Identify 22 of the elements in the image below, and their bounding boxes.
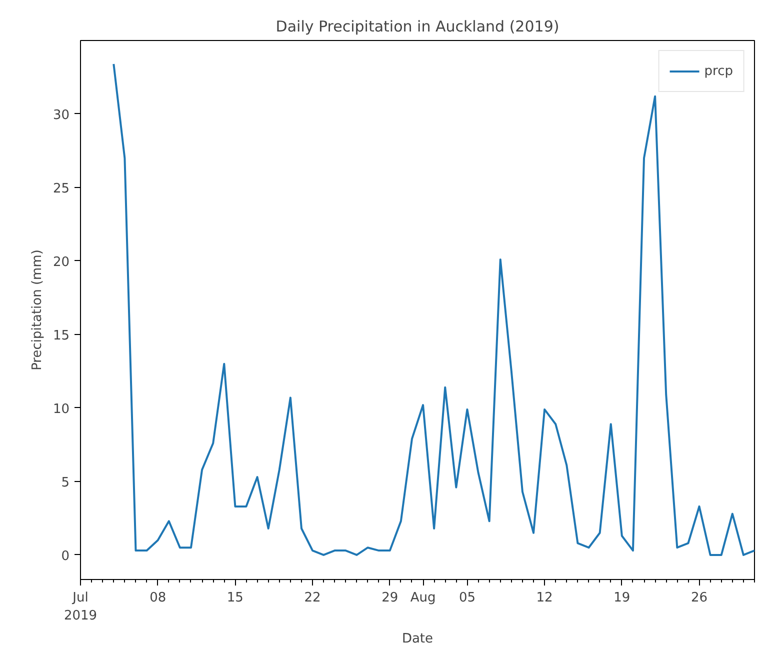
x-tick-label: 29 — [382, 590, 398, 606]
x-tick-label: 08 — [150, 590, 166, 606]
x-axis-title: Date — [402, 632, 434, 646]
y-tick-label: 0 — [61, 548, 70, 564]
y-tick-label: 5 — [61, 475, 70, 490]
x-tick-label: 22 — [304, 590, 321, 606]
x-tick-label: 05 — [458, 590, 476, 606]
y-tick-label: 10 — [52, 402, 70, 417]
y-tick-label: 20 — [52, 254, 70, 270]
x-tick-label: Aug — [410, 590, 436, 606]
y-tick-label: 15 — [52, 328, 70, 344]
y-tick-label: 30 — [52, 108, 70, 123]
x-tick-label: 26 — [690, 590, 708, 606]
legend-label: prcp — [704, 64, 733, 78]
y-tick-label: 25 — [52, 181, 70, 196]
x-tick-label: 19 — [614, 590, 630, 606]
x-tick-label: Jul 2019 — [64, 590, 98, 624]
x-tick-label: 15 — [226, 590, 244, 606]
chart-title: Daily Precipitation in Auckland (2019) — [276, 18, 560, 36]
y-axis-title: Precipitation (mm) — [30, 250, 45, 370]
line-series — [112, 63, 754, 556]
x-tick-label: 12 — [536, 590, 553, 606]
